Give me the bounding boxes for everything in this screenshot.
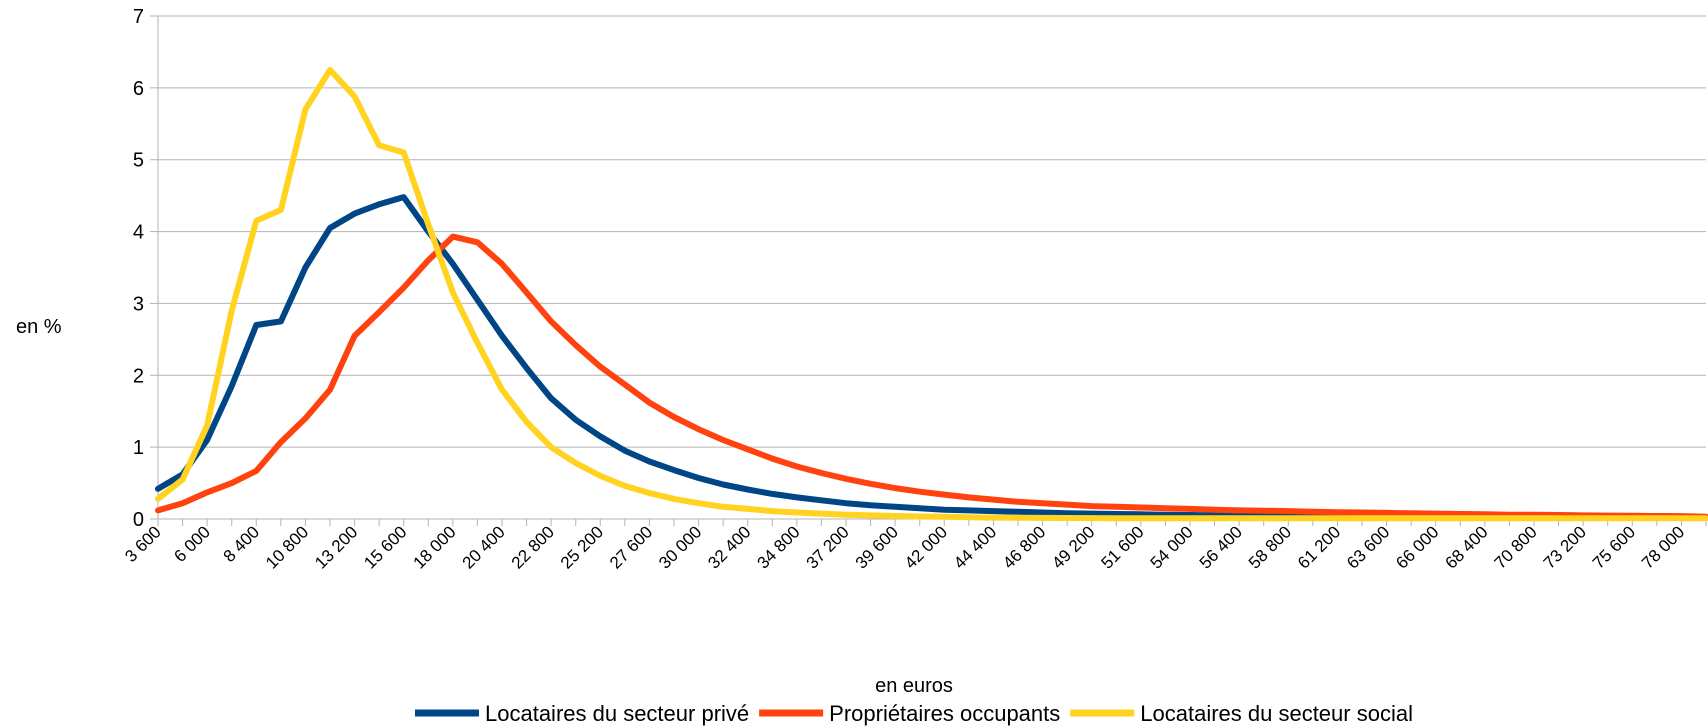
legend-label: Locataires du secteur privé: [485, 701, 749, 726]
x-tick-label: 58 800: [1245, 522, 1295, 572]
x-tick-label: 51 600: [1097, 522, 1147, 572]
series-lines: [155, 66, 1708, 522]
x-tick-label: 25 200: [557, 522, 607, 572]
y-tick-label: 2: [133, 365, 144, 387]
x-axis-title: en euros: [875, 675, 953, 697]
series-line-1: [155, 194, 1708, 521]
legend-item: Locataires du secteur privé: [415, 701, 749, 726]
x-tick-label: 49 200: [1048, 522, 1098, 572]
y-tick-label: 3: [133, 293, 144, 315]
x-tick-label: 8 400: [220, 522, 264, 566]
y-tick-label: 0: [133, 509, 144, 531]
x-tick-label: 44 400: [950, 522, 1000, 572]
legend-item: Locataires du secteur social: [1070, 701, 1413, 726]
axes: [150, 15, 1707, 526]
y-tick-labels: 0 1 2 3 4 5 6 7: [133, 6, 144, 531]
x-tick-label: 10 800: [262, 522, 312, 572]
x-tick-label: 54 000: [1147, 522, 1197, 572]
legend-item: Propriétaires occupants: [759, 701, 1060, 726]
x-tick-label: 18 000: [409, 522, 459, 572]
y-tick-label: 5: [133, 150, 144, 172]
y-tick-label: 1: [133, 437, 144, 459]
series-line-2: [155, 233, 1708, 520]
x-tick-label: 39 600: [852, 522, 902, 572]
x-tick-label: 27 600: [606, 522, 656, 572]
x-tick-label: 78 000: [1638, 522, 1688, 572]
legend: Locataires du secteur privé Propriétaires…: [415, 701, 1413, 726]
x-tick-label: 63 600: [1343, 522, 1393, 572]
y-tick-label: 6: [133, 78, 144, 100]
gridlines: [158, 15, 1706, 448]
legend-label: Propriétaires occupants: [829, 701, 1060, 726]
x-tick-label: 68 400: [1441, 522, 1491, 572]
x-tick-label: 6 000: [170, 522, 214, 566]
x-tick-label: 66 000: [1392, 522, 1442, 572]
x-tick-label: 37 200: [803, 522, 853, 572]
x-tick-label: 75 600: [1589, 522, 1639, 572]
series-line-3: [155, 66, 1708, 522]
y-tick-label: 7: [133, 6, 144, 28]
x-tick-label: 30 000: [655, 522, 705, 572]
x-tick-label: 20 400: [459, 522, 509, 572]
legend-label: Locataires du secteur social: [1140, 701, 1413, 726]
x-tick-label: 46 800: [999, 522, 1049, 572]
x-tick-label: 73 200: [1540, 522, 1590, 572]
x-tick-label: 61 200: [1294, 522, 1344, 572]
x-tick-label: 13 200: [311, 522, 361, 572]
x-tick-label: 15 600: [360, 522, 410, 572]
x-tick-label: 70 800: [1491, 522, 1541, 572]
y-tick-label: 4: [133, 222, 144, 244]
x-tick-label: 42 000: [901, 522, 951, 572]
x-tick-label: 32 400: [704, 522, 754, 572]
x-tick-label: 34 800: [753, 522, 803, 572]
x-tick-label: 22 800: [508, 522, 558, 572]
y-axis-title: en %: [16, 316, 62, 338]
x-tick-label: 56 400: [1196, 522, 1246, 572]
